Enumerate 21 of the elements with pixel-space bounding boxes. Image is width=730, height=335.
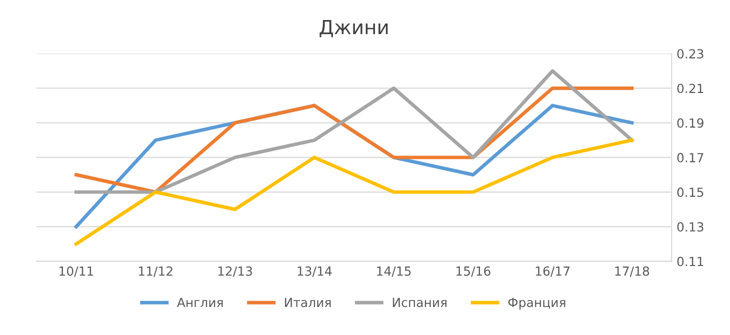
y-tick-label: 0.13 — [677, 222, 704, 232]
y-tick-label: 0.15 — [677, 188, 704, 197]
chart-title: Джини — [320, 20, 388, 38]
y-tick-label: 0.23 — [677, 49, 704, 59]
y-tick-label: 0.17 — [677, 152, 704, 162]
x-tick-label: 14/15 — [377, 266, 411, 277]
y-tick-label: 0.21 — [677, 84, 704, 94]
x-tick-label: 10/11 — [60, 266, 94, 277]
x-tick-label: 11/12 — [138, 266, 172, 277]
y-tick-label: 0.11 — [677, 256, 704, 266]
y-tick-label: 0.19 — [677, 118, 704, 128]
x-tick-label: 16/17 — [536, 266, 570, 277]
legend-label: Испания — [392, 298, 447, 308]
line-series — [74, 138, 634, 246]
legend-label: Италия — [285, 298, 331, 308]
x-tick-label: 12/13 — [218, 266, 252, 277]
x-tick-label: 13/14 — [298, 266, 332, 277]
x-tick-label: 15/16 — [456, 266, 490, 277]
x-tick-label: 17/18 — [615, 266, 650, 277]
legend-label: Франция — [508, 298, 566, 310]
legend-label: Англия — [176, 298, 223, 307]
